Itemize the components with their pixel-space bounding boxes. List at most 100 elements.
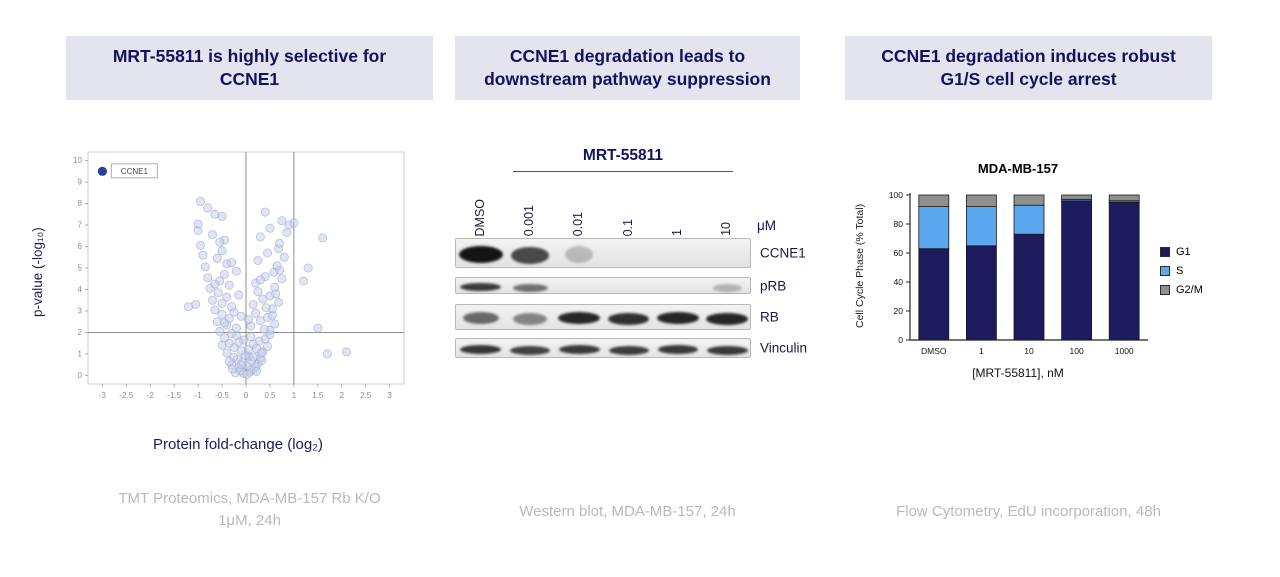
svg-text:1: 1 <box>979 346 984 356</box>
scatter-point <box>341 347 351 357</box>
lane-label: 0.01 <box>571 211 586 236</box>
svg-text:6: 6 <box>78 242 83 251</box>
cellcycle-x-axis-label: [MRT-55811], nM <box>972 366 1064 380</box>
scatter-point <box>217 309 227 319</box>
svg-text:5: 5 <box>78 264 83 273</box>
scatter-point <box>248 352 258 362</box>
blot-band <box>608 313 650 325</box>
blot-row-label: RB <box>760 309 779 325</box>
scatter-point <box>219 333 229 343</box>
scatter-point <box>203 203 213 213</box>
scatter-point <box>270 282 280 292</box>
scatter-point <box>251 308 261 318</box>
svg-text:20: 20 <box>894 306 904 316</box>
cellcycle-legend: G1 S G2/M <box>1160 246 1203 303</box>
scatter-point <box>279 252 289 262</box>
legend-item: G2/M <box>1160 284 1203 296</box>
blot-band <box>706 313 749 325</box>
scatter-point <box>322 349 332 359</box>
scatter-point <box>253 287 263 297</box>
legend-swatch <box>1160 247 1170 257</box>
svg-text:-3: -3 <box>99 391 107 400</box>
western-lane-labels: DMSO 0.001 0.01 0.1 1 10 <box>455 178 751 237</box>
lane-label: 10 <box>719 222 734 236</box>
panel-header-cellcycle-text: CCNE1 degradation induces robust G1/S ce… <box>881 45 1176 89</box>
scatter-point <box>228 364 238 374</box>
caption-western: Western blot, MDA-MB-157, 24h <box>519 503 736 520</box>
svg-text:2: 2 <box>78 328 83 337</box>
blot-band <box>458 245 503 263</box>
ccne1-annotation-label: CCNE1 <box>121 167 149 176</box>
scatter-point <box>207 295 217 305</box>
western-blot-bracket <box>513 171 733 172</box>
blot-row-label: CCNE1 <box>760 245 806 261</box>
svg-text:80: 80 <box>894 219 904 229</box>
scatter-point <box>234 337 244 347</box>
scatter-point <box>212 253 222 263</box>
legend-label: G1 <box>1176 246 1191 258</box>
western-unit-label: μM <box>757 218 777 233</box>
scatter-point <box>193 219 203 229</box>
blot-strip-vinculin: Vinculin <box>455 338 807 358</box>
svg-text:7: 7 <box>78 221 83 230</box>
scatter-point <box>227 302 237 312</box>
svg-text:100: 100 <box>889 190 903 200</box>
scatter-point <box>253 256 263 266</box>
scatter-point <box>270 319 280 329</box>
scatter-point <box>277 274 287 284</box>
bar-segment-g1 <box>1061 200 1093 341</box>
scatter-point <box>298 276 308 286</box>
blot-band <box>565 245 594 263</box>
cellcycle-y-axis-label: Cell Cycle Phase (% Total) <box>854 203 866 329</box>
svg-text:10: 10 <box>1024 346 1034 356</box>
panel-header-western: CCNE1 degradation leads to downstream pa… <box>455 36 800 100</box>
scatter-point <box>231 266 241 276</box>
blot-band <box>657 344 699 354</box>
scatter-point <box>224 280 234 290</box>
blot-band <box>707 345 748 355</box>
highlight-point-ccne1 <box>97 166 107 176</box>
bar-segment-g2m <box>1013 194 1045 206</box>
scatter-point <box>210 279 220 289</box>
svg-text:4: 4 <box>78 285 83 294</box>
scatter-point <box>222 348 232 358</box>
western-blot-rows: CCNE1 pRB RB Vinculin <box>455 238 807 358</box>
blot-band <box>460 282 501 291</box>
scatter-point <box>261 303 271 313</box>
bar-segment-g2m <box>1108 194 1140 202</box>
scatter-point <box>259 324 269 334</box>
scatter-point <box>255 232 265 242</box>
svg-text:3: 3 <box>387 391 392 400</box>
panel-header-western-text: CCNE1 degradation leads to downstream pa… <box>484 45 771 89</box>
blot-row-label: Vinculin <box>760 340 808 356</box>
scatter-point <box>198 250 208 260</box>
legend-item: S <box>1160 265 1203 277</box>
scatter-point <box>217 298 227 308</box>
volcano-y-axis-label: p-value (-log₁₀) <box>30 227 45 318</box>
volcano-x-axis-label: Protein fold-change (log₂) <box>152 436 324 453</box>
bar-segment-g2m <box>918 194 950 208</box>
scatter-point <box>242 369 252 379</box>
scatter-point <box>195 196 205 206</box>
scatter-point <box>236 311 246 321</box>
bar-segment-s <box>918 206 950 250</box>
blot-band <box>510 345 550 355</box>
bar-segment-s <box>1013 204 1045 235</box>
svg-text:1: 1 <box>292 391 297 400</box>
scatter-point <box>219 318 229 328</box>
western-blot-title: MRT-55811 <box>582 147 664 164</box>
scatter-point <box>262 341 272 351</box>
blot-strip-rb: RB <box>455 304 779 330</box>
cellcycle-chart: 0 20 40 60 80 100 DMSO 1 10 100 1000 <box>889 190 1148 356</box>
blot-band <box>513 313 547 325</box>
blot-band <box>608 345 649 355</box>
scatter-point <box>227 258 237 268</box>
blot-band <box>656 312 700 324</box>
scatter-point <box>222 292 232 302</box>
scatter-point <box>236 360 246 370</box>
scatter-point <box>207 230 217 240</box>
bar-segment-g1 <box>966 245 997 341</box>
blot-band <box>512 283 548 292</box>
lane-label: 1 <box>670 229 684 236</box>
svg-text:0: 0 <box>78 371 83 380</box>
